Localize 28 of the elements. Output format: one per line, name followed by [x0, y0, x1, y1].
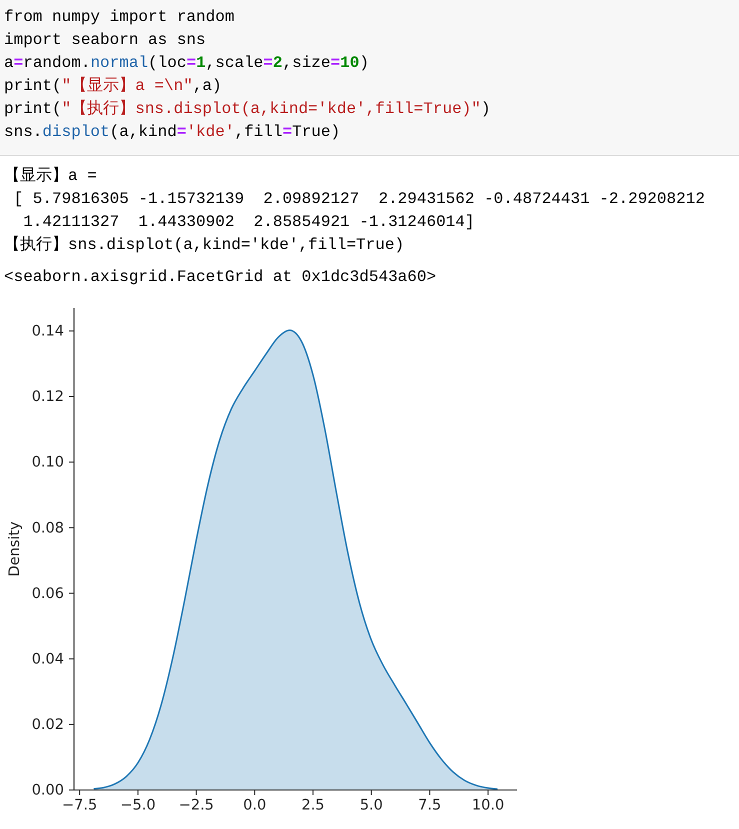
x-tick-label: 0.0: [243, 797, 266, 814]
y-axis-title: Density: [6, 521, 23, 577]
x-tick-label: −5.0: [120, 797, 156, 814]
y-tick-label: 0.12: [32, 389, 64, 406]
text: [ 5.79816305 -1.15732139 2.09892127 2.29431562 -0.48724431 -2.29208212: [12, 188, 705, 210]
x-tick-label: −7.5: [62, 797, 98, 814]
text: <seaborn.axisgrid.FacetGrid at 0x1dc3d543a60>: [4, 266, 436, 288]
y-tick-label: 0.00: [32, 782, 64, 799]
text: sns.displot(a,kind='kde',fill=True): [4, 122, 340, 140]
text: 【执行】sns.displot(a,kind='kde',fill=True): [4, 234, 404, 256]
text: 1.42111327 1.44330902 2.85854921 -1.31246014]: [22, 212, 474, 232]
text: import seaborn as sns: [4, 30, 206, 48]
text: a=random.normal(loc=1,scale=2,size=10): [4, 54, 369, 72]
y-tick-label: 0.10: [32, 454, 64, 471]
text: 【显示】a =: [4, 166, 97, 186]
y-tick-label: 0.06: [32, 586, 64, 602]
y-tick-label: 0.14: [32, 324, 64, 340]
y-tick-label: 0.04: [32, 651, 64, 668]
text: from numpy import random: [4, 8, 234, 26]
text: print("【执行】sns.displot(a,kind='kde',fill=True)"): [4, 100, 490, 118]
x-tick-label: 7.5: [418, 797, 442, 814]
x-tick-label: 5.0: [360, 797, 383, 814]
y-tick-label: 0.02: [32, 717, 64, 734]
x-tick-label: −2.5: [178, 797, 214, 814]
y-tick-label: 0.08: [32, 520, 64, 536]
x-tick-label: 2.5: [301, 797, 325, 814]
text: print("【显示】a =\n",a): [4, 76, 222, 94]
x-tick-label: 10.0: [472, 797, 504, 814]
